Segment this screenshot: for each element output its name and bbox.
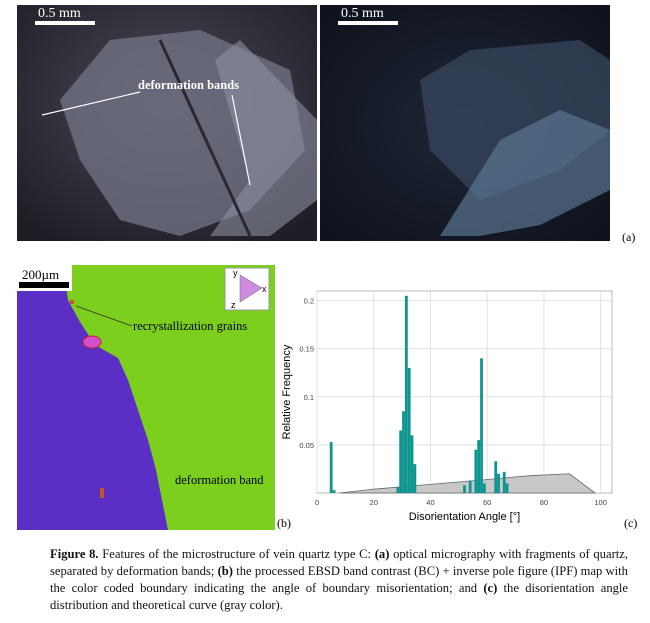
panel-label: (b) [277, 516, 291, 530]
bar [502, 471, 506, 493]
pointer [75, 305, 133, 327]
ipf-triangle [239, 274, 263, 303]
y-tick-label: 0.1 [304, 393, 314, 402]
x-tick-label: 20 [370, 498, 378, 507]
bar [463, 485, 466, 493]
pointer [231, 94, 251, 186]
scale-label: 200µm [22, 267, 59, 282]
scale-label: 0.5 mm [38, 6, 81, 21]
bar [402, 411, 405, 493]
ipf-axis: z [231, 300, 236, 310]
panel-label: (a) [622, 230, 635, 244]
plot-area [316, 290, 613, 494]
y-tick-label: 0.15 [299, 345, 314, 354]
bar [505, 483, 509, 493]
bar [474, 449, 478, 493]
bar [404, 295, 408, 493]
caption-text: (b) [217, 564, 233, 578]
bar [396, 487, 400, 493]
y-axis-label: Relative Frequency [281, 344, 293, 439]
ipf-axis: y [233, 268, 238, 278]
x-tick-label: 80 [540, 498, 548, 507]
bar [407, 367, 411, 493]
x-tick-label: 100 [594, 498, 607, 507]
bar [497, 473, 500, 493]
caption-text: (c) [483, 581, 498, 595]
ipf-axis: x [262, 284, 267, 294]
bar [329, 442, 333, 493]
scale-label: 0.5 mm [341, 6, 384, 21]
bar [410, 435, 414, 493]
x-axis-label: Disorientation Angle [°] [409, 511, 520, 523]
x-tick-label: 60 [483, 498, 491, 507]
pointer [41, 91, 141, 116]
x-tick-label: 0 [315, 498, 319, 507]
bar [468, 480, 472, 493]
scale-bar [35, 21, 95, 25]
y-tick-label: 0.05 [299, 441, 314, 450]
caption-text: (a) [374, 547, 390, 561]
panel-label: (c) [624, 516, 637, 530]
bar [480, 358, 483, 493]
bar [482, 483, 486, 493]
figure: 0.5 mm 0.5 mm deformation bands (a) 200µ… [17, 5, 637, 530]
scale-bar [19, 282, 69, 288]
caption: Figure 8. Features of the microstructure… [50, 546, 628, 614]
annotation: deformation band [175, 473, 264, 487]
bar [399, 430, 403, 493]
chart: 0.05 0.1 0.15 0.2 0 20 40 60 80 100 Disorientation… [281, 290, 613, 523]
y-tick-label: 0.2 [304, 297, 314, 306]
bar [477, 440, 481, 493]
caption-text: Features of the microstructure of vein q… [98, 547, 375, 561]
caption-label: Figure 8. [50, 547, 99, 561]
scale-bar [338, 21, 398, 25]
annotation: deformation bands [138, 78, 239, 92]
micrograph-left [17, 5, 317, 241]
x-tick-label: 40 [426, 498, 434, 507]
bar [413, 464, 417, 493]
caption-text: optical micrography with fragments of qu… [50, 547, 629, 578]
bar [494, 461, 498, 493]
caption-text: the processed EBSD band contrast (BC) + … [50, 564, 628, 595]
annotation: recrystallization grains [133, 319, 247, 333]
micrograph-right [320, 5, 610, 241]
caption-text: the disorientation angle distribution an… [50, 581, 628, 612]
bar [332, 490, 336, 493]
